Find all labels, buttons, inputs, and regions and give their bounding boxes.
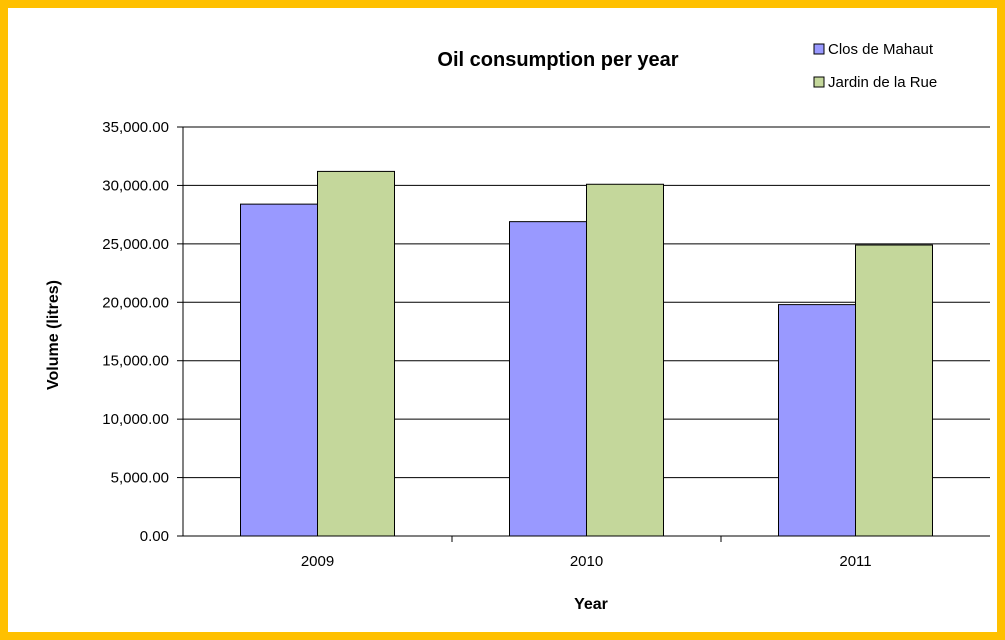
x-tick-label: 2010 bbox=[570, 553, 603, 570]
legend: Clos de Mahaut Jardin de la Rue bbox=[813, 41, 937, 91]
y-tick-label: 30,000.00 bbox=[102, 177, 169, 194]
y-tick-label: 35,000.00 bbox=[102, 119, 169, 136]
bar bbox=[855, 244, 933, 537]
bar bbox=[778, 304, 856, 537]
bars bbox=[240, 170, 933, 537]
legend-swatch bbox=[813, 76, 825, 88]
y-axis-title: Volume (litres) bbox=[45, 280, 62, 390]
legend-label: Clos de Mahaut bbox=[828, 41, 934, 58]
x-axis-title: Year bbox=[574, 596, 608, 613]
y-tick-label: 15,000.00 bbox=[102, 353, 169, 370]
legend-swatch bbox=[813, 43, 825, 55]
y-tick-label: 10,000.00 bbox=[102, 411, 169, 428]
bar bbox=[240, 203, 318, 537]
bar bbox=[509, 221, 587, 537]
x-tick-label: 2009 bbox=[301, 553, 334, 570]
chart-title: Oil consumption per year bbox=[437, 49, 678, 71]
bar bbox=[317, 170, 395, 537]
bar bbox=[586, 183, 664, 537]
y-tick-label: 20,000.00 bbox=[102, 294, 169, 311]
axes: 0.00 5,000.00 10,000.00 15,000.00 20,000.00 2… bbox=[102, 119, 990, 570]
legend-label: Jardin de la Rue bbox=[828, 74, 937, 91]
x-tick-label: 2011 bbox=[839, 553, 871, 570]
y-tick-label: 25,000.00 bbox=[102, 236, 169, 253]
y-tick-label: 5,000.00 bbox=[111, 470, 169, 487]
y-tick-label: 0.00 bbox=[140, 528, 169, 545]
